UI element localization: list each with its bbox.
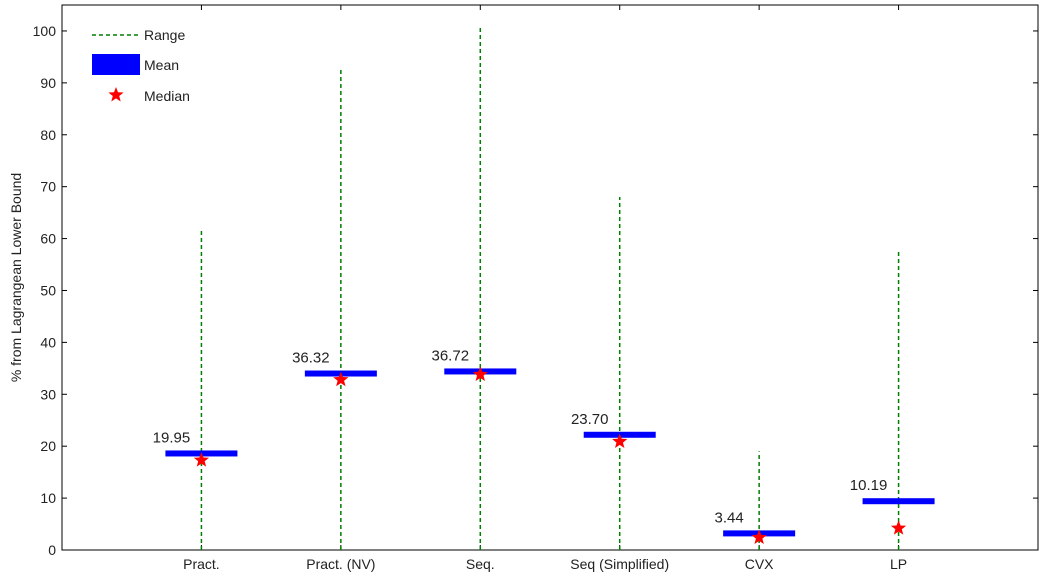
mean-bars	[165, 368, 935, 537]
legend-median-label: Median	[144, 88, 190, 104]
y-tick-label: 60	[40, 231, 56, 247]
median-markers	[193, 366, 907, 545]
mean-value-label: 23.70	[571, 411, 609, 428]
x-tick-label: CVX	[745, 556, 774, 572]
median-marker	[193, 452, 210, 467]
axes: 0 10 20 30 40 50 60 70 80 90 100 Pract. Pract. (NV) S…	[8, 4, 1039, 572]
median-marker	[612, 433, 628, 448]
y-tick-label: 50	[40, 282, 56, 298]
y-tick-label: 10	[40, 490, 56, 506]
y-tick-label: 0	[48, 542, 56, 558]
legend: Range Mean Median	[92, 27, 190, 104]
x-tick-label: LP	[890, 556, 907, 572]
value-labels: 19.95 36.32 36.72 23.70 3.44 10.19	[153, 347, 888, 526]
x-tick-label: Pract.	[183, 556, 220, 572]
y-tick-label: 40	[40, 334, 56, 350]
median-marker	[333, 371, 349, 387]
legend-median-swatch	[108, 87, 124, 102]
x-tick-label: Pract. (NV)	[306, 556, 375, 572]
mean-value-label: 19.95	[153, 429, 191, 446]
y-tick-label: 30	[40, 386, 56, 402]
y-tick-label: 80	[40, 127, 56, 143]
y-tick-label: 100	[33, 23, 57, 39]
legend-range-label: Range	[144, 27, 185, 43]
y-tick-label: 90	[40, 75, 56, 91]
mean-value-label: 3.44	[715, 509, 744, 526]
range-lines	[200, 25, 900, 550]
median-marker	[472, 366, 488, 382]
mean-value-label: 36.32	[292, 350, 330, 367]
plot-frame	[61, 4, 1039, 551]
x-tick-label: Seq.	[466, 556, 495, 572]
legend-mean-swatch	[92, 54, 140, 75]
y-tick-label: 70	[40, 179, 56, 195]
median-marker	[890, 520, 907, 535]
mean-value-label: 36.72	[432, 347, 470, 364]
legend-mean-label: Mean	[144, 57, 179, 73]
x-tick-label: Seq (Simplified)	[570, 556, 669, 572]
median-marker	[751, 529, 767, 545]
mean-bar	[862, 498, 935, 505]
mean-value-label: 10.19	[850, 477, 888, 494]
y-axis-label: % from Lagrangean Lower Bound	[8, 173, 24, 382]
y-tick-label: 20	[40, 438, 56, 454]
